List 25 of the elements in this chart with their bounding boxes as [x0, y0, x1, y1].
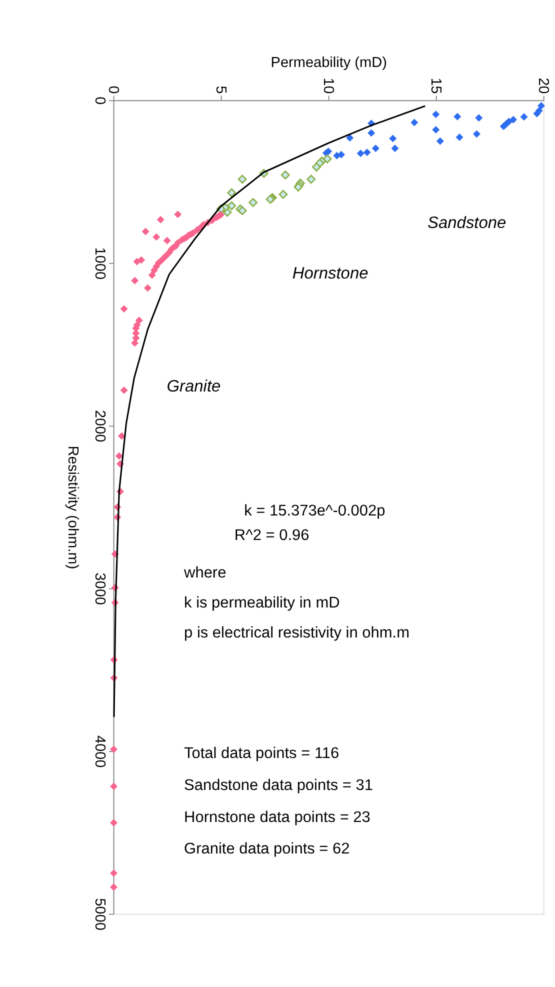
annotation: Hornstone data points = 23: [184, 808, 370, 826]
annotation: k = 15.373e^-0.002p: [244, 502, 386, 520]
y-tick-label: 4000: [91, 735, 108, 768]
annotation: Total data points = 116: [184, 744, 340, 762]
annotation: Sandstone: [428, 214, 506, 232]
annotation: Sandstone data points = 31: [184, 776, 374, 794]
annotation: Hornstone: [292, 264, 368, 282]
y-tick-label: 0: [91, 96, 108, 105]
x-tick-label: 0: [104, 86, 121, 94]
y-axis-title: Resistivity (ohm.m): [64, 446, 80, 570]
x-tick-label: 5: [212, 86, 228, 94]
y-tick-label: 1000: [91, 247, 108, 280]
y-tick-label: 3000: [91, 572, 108, 605]
annotation: Granite data points = 62: [184, 840, 350, 858]
x-axis-title: Permeability (mD): [270, 55, 387, 72]
x-tick-label: 10: [320, 78, 336, 94]
y-tick-label: 2000: [91, 410, 108, 442]
annotation: p is electrical resistivity in ohm.m: [184, 624, 410, 642]
annotation: k is permeability in mD: [184, 594, 340, 612]
annotation: where: [183, 564, 226, 582]
x-tick-label: 15: [428, 78, 444, 94]
x-tick-label: 20: [535, 78, 552, 94]
y-tick-label: 5000: [91, 898, 108, 930]
annotation: R^2 = 0.96: [234, 526, 310, 544]
annotation: Granite: [166, 378, 221, 396]
